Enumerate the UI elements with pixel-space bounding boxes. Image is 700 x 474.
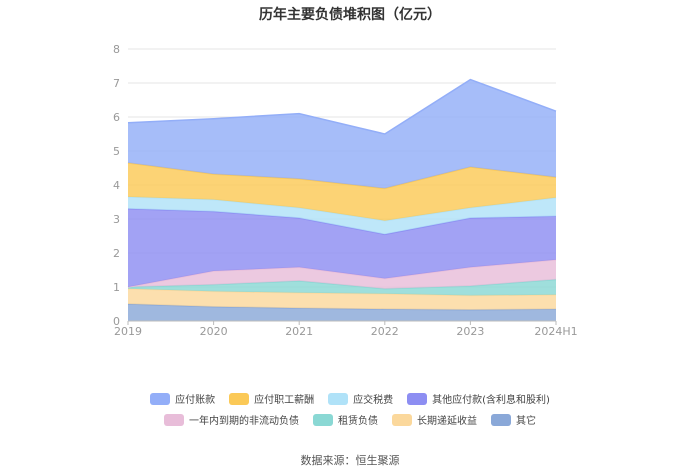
legend-swatch	[407, 392, 428, 405]
legend-item[interactable]: 其他应付款(含利息和股利)	[407, 391, 550, 406]
legend-item[interactable]: 其它	[491, 412, 536, 427]
area-series-2[interactable]	[128, 279, 556, 296]
legend-row-2: 一年内到期的非流动负债 租赁负债 长期递延收益 其它	[0, 412, 700, 427]
area-series-1[interactable]	[128, 288, 556, 310]
area-series-3[interactable]	[128, 259, 556, 289]
area-series-line-7	[127, 78, 557, 135]
area-series-7[interactable]	[128, 79, 556, 189]
area-series-5[interactable]	[128, 196, 556, 235]
y-tick-label: 3	[113, 213, 120, 226]
legend-swatch	[313, 413, 333, 426]
area-series-4[interactable]	[128, 208, 556, 287]
legend-swatch	[491, 413, 511, 426]
y-tick-label: 5	[113, 145, 120, 158]
legend-item[interactable]: 应交税费	[328, 391, 393, 406]
x-tick-label: 2019	[114, 325, 142, 338]
y-tick-label: 7	[113, 77, 120, 90]
legend-label: 长期递延收益	[417, 416, 477, 427]
x-tick-label: 2024H1	[534, 325, 577, 338]
y-tick-label: 6	[113, 111, 120, 124]
x-tick-label: 2021	[285, 325, 313, 338]
legend-item[interactable]: 一年内到期的非流动负债	[164, 412, 299, 427]
x-tick-label: 2023	[456, 325, 484, 338]
legend-item[interactable]: 应付账款	[150, 391, 215, 406]
legend-item[interactable]: 租赁负债	[313, 412, 378, 427]
y-tick-label: 1	[113, 281, 120, 294]
y-tick-label: 8	[113, 43, 120, 56]
y-tick-label: 4	[113, 179, 120, 192]
legend-swatch	[392, 413, 412, 426]
x-tick-label: 2020	[200, 325, 228, 338]
y-tick-label: 2	[113, 247, 120, 260]
legend-item[interactable]: 长期递延收益	[392, 412, 477, 427]
legend-swatch	[164, 413, 184, 426]
area-series-0[interactable]	[128, 304, 556, 321]
legend-label: 一年内到期的非流动负债	[189, 416, 299, 427]
x-tick-label: 2022	[371, 325, 399, 338]
legend-label: 应付账款	[175, 395, 216, 406]
legend-swatch	[229, 392, 250, 405]
legend-row-1: 应付账款 应付职工薪酬 应交税费 其他应付款(含利息和股利)	[0, 391, 700, 406]
y-tick-label: 0	[113, 315, 120, 328]
axes: 0 1 2 3 4 5 6 7 8 2019 2020 2021 2022 2023 2024H1	[113, 43, 578, 338]
chart-title: 历年主要负债堆积图（亿元）	[259, 7, 441, 23]
legend-swatch	[328, 392, 349, 405]
area-series-6[interactable]	[128, 162, 556, 221]
legend-label: 租赁负债	[338, 416, 378, 427]
legend-label: 应交税费	[353, 395, 394, 406]
legend-label: 其他应付款(含利息和股利)	[432, 395, 550, 406]
legend-swatch	[150, 392, 171, 405]
area-series-layer	[127, 78, 557, 321]
data-source-note: 数据来源：恒生聚源	[300, 454, 400, 467]
legend-label: 其它	[516, 416, 536, 427]
legend-label: 应付职工薪酬	[254, 395, 315, 406]
legend-item[interactable]: 应付职工薪酬	[229, 391, 314, 406]
